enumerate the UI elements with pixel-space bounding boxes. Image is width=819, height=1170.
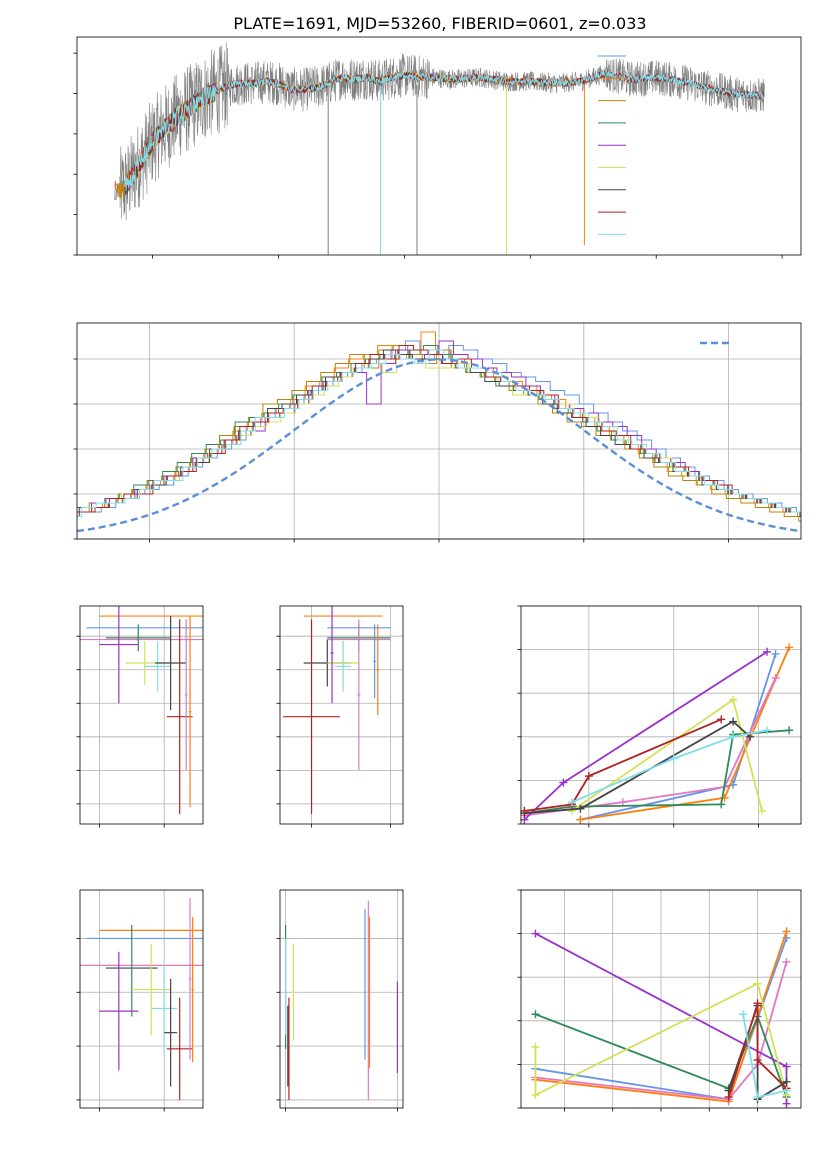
plus-marker bbox=[576, 815, 585, 824]
z-mass-panel bbox=[76, 889, 204, 1112]
plus-marker bbox=[729, 695, 738, 704]
plus-marker bbox=[763, 647, 772, 656]
mass-weight-line bbox=[535, 961, 788, 1101]
plus-marker bbox=[531, 1090, 540, 1099]
observed-spectrum-line bbox=[119, 42, 765, 221]
plus-marker bbox=[729, 732, 738, 741]
plus-marker bbox=[782, 1062, 791, 1071]
plus-marker bbox=[782, 927, 791, 936]
z-age-panel bbox=[76, 605, 204, 828]
mass-weight-line bbox=[534, 982, 788, 1097]
axes-frame bbox=[76, 36, 802, 256]
z-massweight-panel bbox=[517, 889, 802, 1112]
axes-frame bbox=[79, 605, 204, 825]
spectrum-panel bbox=[73, 36, 802, 259]
normal-distribution-curve bbox=[77, 358, 799, 533]
histogram-step-line bbox=[77, 349, 801, 517]
plus-marker bbox=[753, 999, 762, 1008]
axes-frame bbox=[76, 322, 802, 540]
model-spectrum-line bbox=[124, 69, 765, 191]
mass-weight-line bbox=[524, 729, 790, 814]
axes-frame bbox=[279, 605, 404, 825]
plus-marker bbox=[531, 1010, 540, 1019]
plus-marker bbox=[669, 754, 678, 763]
plus-marker bbox=[559, 778, 568, 787]
plus-marker bbox=[729, 717, 738, 726]
mass-weight-line bbox=[727, 1003, 788, 1098]
plus-marker bbox=[724, 1093, 733, 1102]
plus-marker bbox=[782, 1086, 791, 1095]
mass-weight-line bbox=[523, 651, 768, 821]
plus-marker bbox=[753, 1056, 762, 1065]
plus-marker bbox=[785, 726, 794, 735]
axes-frame bbox=[520, 605, 802, 825]
model-spectrum-line bbox=[124, 70, 765, 191]
plus-marker bbox=[717, 800, 726, 809]
plus-marker bbox=[757, 806, 766, 815]
plus-marker bbox=[520, 806, 529, 815]
model-spectrum-line bbox=[124, 69, 765, 195]
figure-title: PLATE=1691, MJD=53260, FIBERID=0601, z=0… bbox=[233, 14, 646, 33]
mass-age-panel bbox=[276, 605, 404, 828]
axes-frame bbox=[79, 889, 204, 1109]
histogram-step-line bbox=[77, 345, 801, 522]
histogram-step-line bbox=[77, 354, 801, 513]
ebv-mass-panel bbox=[276, 889, 404, 1112]
plus-marker bbox=[771, 649, 780, 658]
plus-marker bbox=[782, 1099, 791, 1108]
axes-frame bbox=[279, 889, 404, 1109]
plus-marker bbox=[717, 715, 726, 724]
histogram-step-line bbox=[77, 340, 801, 517]
plus-marker bbox=[753, 1093, 762, 1102]
mass-weight-line bbox=[571, 729, 768, 804]
plus-marker bbox=[567, 798, 576, 807]
mass-weight-line bbox=[524, 718, 722, 812]
residual-histogram-panel bbox=[73, 322, 802, 543]
plus-marker bbox=[785, 643, 794, 652]
plus-marker bbox=[531, 929, 540, 938]
age-massweight-panel bbox=[517, 605, 802, 828]
plus-marker bbox=[763, 726, 772, 735]
plus-marker bbox=[782, 957, 791, 966]
plus-marker bbox=[584, 772, 593, 781]
plus-marker bbox=[531, 1042, 540, 1051]
plus-marker bbox=[739, 1010, 748, 1019]
histogram-step-line bbox=[77, 345, 801, 513]
mass-weight-line bbox=[524, 677, 777, 817]
plus-marker bbox=[576, 804, 585, 813]
histogram-step-line bbox=[77, 331, 801, 517]
axes-frame bbox=[520, 889, 802, 1109]
plus-marker bbox=[753, 979, 762, 988]
plus-marker bbox=[771, 673, 780, 682]
plus-marker bbox=[618, 798, 627, 807]
